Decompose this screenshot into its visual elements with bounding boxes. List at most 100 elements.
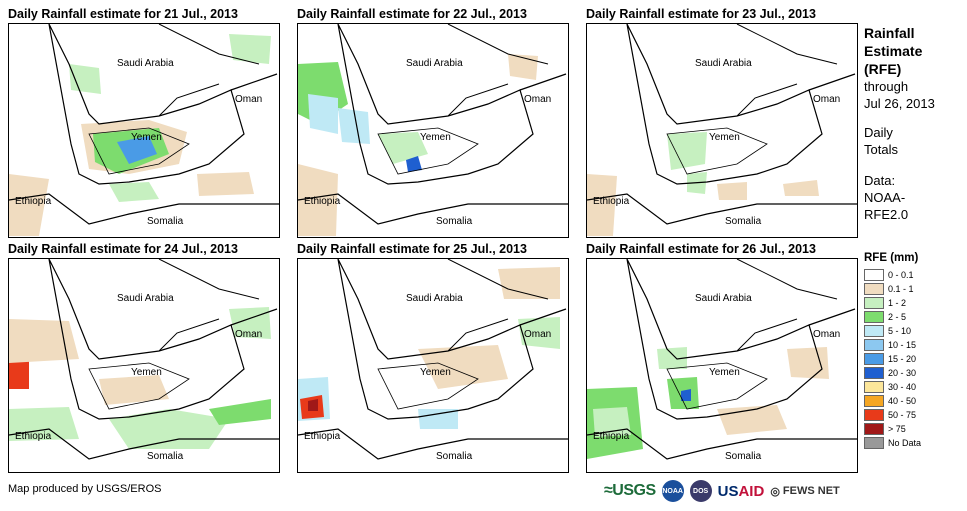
map-frame: Saudi Arabia Oman Yemen Ethiopia Somalia — [8, 23, 280, 238]
side-data-source1: NOAA- — [864, 190, 906, 205]
label-saudi-arabia: Saudi Arabia — [406, 58, 463, 69]
usaid-us: US — [717, 482, 739, 500]
legend-label: 0.1 - 1 — [888, 284, 914, 294]
map-panel-26: Daily Rainfall estimate for 26 Jul., 201… — [586, 242, 858, 477]
legend-label: 40 - 50 — [888, 396, 917, 406]
label-ethiopia: Ethiopia — [593, 196, 630, 207]
legend-label: 2 - 5 — [888, 312, 907, 322]
legend-label: 30 - 40 — [888, 382, 917, 392]
label-somalia: Somalia — [725, 216, 762, 227]
label-oman: Oman — [813, 329, 841, 340]
globe-icon: ◎ — [770, 485, 780, 498]
label-ethiopia: Ethiopia — [304, 196, 341, 207]
map-frame: Saudi Arabia Oman Yemen Ethiopia Somalia — [297, 23, 569, 238]
panel-title: Daily Rainfall estimate for 23 Jul., 201… — [586, 7, 816, 21]
legend-item: 5 - 10 — [864, 324, 921, 338]
label-yemen: Yemen — [420, 132, 451, 143]
side-info: Rainfall Estimate (RFE) through Jul 26, … — [864, 24, 964, 223]
side-daily: Daily — [864, 125, 893, 140]
legend-title: RFE (mm) — [864, 252, 919, 264]
label-saudi-arabia: Saudi Arabia — [406, 293, 463, 304]
side-title-line3: (RFE) — [864, 61, 902, 77]
map-panel-21: Daily Rainfall estimate for 21 Jul., 201… — [8, 7, 280, 242]
label-ethiopia: Ethiopia — [15, 196, 52, 207]
side-date: Jul 26, 2013 — [864, 96, 935, 111]
legend-swatch — [864, 297, 884, 309]
label-saudi-arabia: Saudi Arabia — [117, 293, 174, 304]
side-title-line1: Rainfall — [864, 25, 915, 41]
rainfall-map — [587, 24, 857, 236]
label-somalia: Somalia — [436, 216, 473, 227]
legend-item: 1 - 2 — [864, 296, 921, 310]
legend-label: > 75 — [888, 424, 906, 434]
panel-title: Daily Rainfall estimate for 21 Jul., 201… — [8, 7, 238, 21]
panel-title: Daily Rainfall estimate for 26 Jul., 201… — [586, 242, 816, 256]
usaid-logo: US AID — [718, 483, 765, 500]
legend-swatch — [864, 395, 884, 407]
logo-bar: ≈USGS NOAA DOS US AID ◎ FEWS NET — [604, 478, 840, 504]
fews-net-label: FEWS NET — [782, 485, 840, 497]
label-oman: Oman — [524, 329, 552, 340]
rainfall-map — [9, 24, 279, 236]
label-saudi-arabia: Saudi Arabia — [695, 58, 752, 69]
label-ethiopia: Ethiopia — [15, 431, 52, 442]
legend-swatch — [864, 367, 884, 379]
legend-swatch — [864, 311, 884, 323]
legend-swatch — [864, 381, 884, 393]
legend-item: > 75 — [864, 422, 921, 436]
legend-label: No Data — [888, 438, 922, 448]
side-totals: Totals — [864, 142, 898, 157]
panel-title: Daily Rainfall estimate for 24 Jul., 201… — [8, 242, 238, 256]
side-data-label: Data: — [864, 173, 896, 188]
legend-label: 15 - 20 — [888, 354, 917, 364]
map-frame: Saudi Arabia Oman Yemen Ethiopia Somalia — [297, 258, 569, 473]
legend-label: 1 - 2 — [888, 298, 907, 308]
fews-net-logo: ◎ FEWS NET — [770, 485, 839, 498]
label-oman: Oman — [235, 94, 263, 105]
label-yemen: Yemen — [709, 132, 740, 143]
legend-item: 50 - 75 — [864, 408, 921, 422]
legend-rows: 0 - 0.1 0.1 - 1 1 - 2 2 - 5 5 - 10 10 - 15 15 … — [864, 268, 921, 450]
label-yemen: Yemen — [131, 132, 162, 143]
label-saudi-arabia: Saudi Arabia — [695, 293, 752, 304]
map-frame: Saudi Arabia Oman Yemen Ethiopia Somalia — [586, 258, 858, 473]
legend-label: 5 - 10 — [888, 326, 912, 336]
label-saudi-arabia: Saudi Arabia — [117, 58, 174, 69]
label-somalia: Somalia — [147, 216, 184, 227]
legend-item: 30 - 40 — [864, 380, 921, 394]
map-frame: Saudi Arabia Oman Yemen Ethiopia Somalia — [8, 258, 280, 473]
legend-item: 20 - 30 — [864, 366, 921, 380]
label-ethiopia: Ethiopia — [304, 431, 341, 442]
legend-swatch — [864, 423, 884, 435]
legend-item: 0 - 0.1 — [864, 268, 921, 282]
map-panel-22: Daily Rainfall estimate for 22 Jul., 201… — [297, 7, 569, 242]
map-panel-24: Daily Rainfall estimate for 24 Jul., 201… — [8, 242, 280, 477]
rainfall-map — [298, 24, 568, 236]
label-yemen: Yemen — [420, 367, 451, 378]
legend-swatch — [864, 409, 884, 421]
panel-title: Daily Rainfall estimate for 25 Jul., 201… — [297, 242, 527, 256]
label-yemen: Yemen — [131, 367, 162, 378]
credit-text: Map produced by USGS/EROS — [8, 483, 162, 495]
legend: RFE (mm) 0 - 0.1 0.1 - 1 1 - 2 2 - 5 5 - 10 1… — [864, 252, 921, 450]
label-oman: Oman — [813, 94, 841, 105]
legend-swatch — [864, 269, 884, 281]
legend-item: No Data — [864, 436, 921, 450]
rainfall-map — [298, 259, 568, 460]
map-panel-23: Daily Rainfall estimate for 23 Jul., 201… — [586, 7, 858, 242]
legend-item: 2 - 5 — [864, 310, 921, 324]
legend-swatch — [864, 353, 884, 365]
usaid-aid: AID — [738, 482, 765, 500]
label-oman: Oman — [235, 329, 263, 340]
rainfall-map — [587, 259, 857, 460]
legend-label: 20 - 30 — [888, 368, 917, 378]
label-ethiopia: Ethiopia — [593, 431, 630, 442]
legend-swatch — [864, 325, 884, 337]
legend-item: 40 - 50 — [864, 394, 921, 408]
legend-item: 15 - 20 — [864, 352, 921, 366]
label-yemen: Yemen — [709, 367, 740, 378]
side-through: through — [864, 79, 909, 94]
map-frame: Saudi Arabia Oman Yemen Ethiopia Somalia — [586, 23, 858, 238]
side-data-source2: RFE2.0 — [864, 207, 909, 222]
legend-swatch — [864, 339, 884, 351]
